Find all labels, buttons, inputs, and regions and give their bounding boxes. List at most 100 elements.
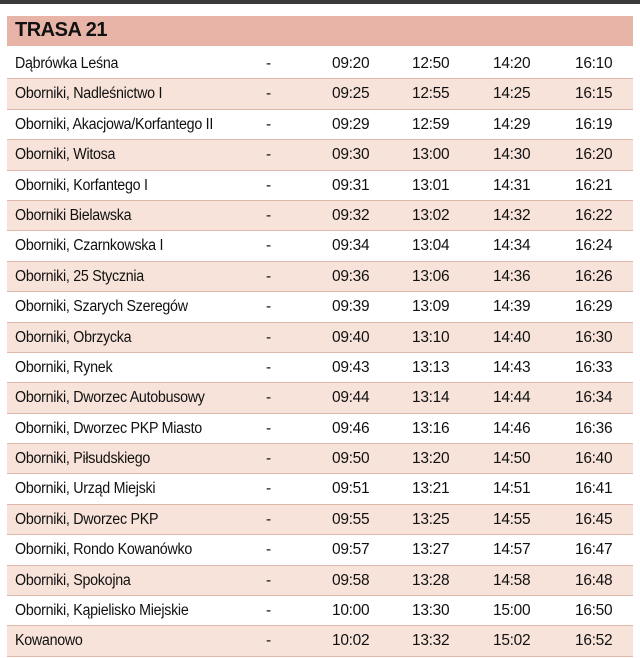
departure-time: 14:51: [493, 480, 531, 498]
departure-time: 15:02: [493, 632, 531, 650]
dash-cell: -: [266, 510, 271, 528]
stop-name: Oborniki, Akacjowa/Korfantego II: [15, 115, 214, 133]
departure-time: 09:40: [332, 328, 370, 346]
departure-time: 16:29: [575, 298, 613, 316]
departure-time: 14:32: [493, 206, 531, 224]
dash-cell: -: [266, 571, 271, 589]
stop-name: Oborniki, Dworzec PKP: [15, 510, 159, 528]
departure-time: 16:20: [575, 146, 613, 164]
departure-time: 12:55: [412, 85, 450, 103]
departure-time: 09:46: [332, 419, 370, 437]
dash-cell: -: [266, 206, 271, 224]
departure-time: 14:30: [493, 146, 531, 164]
departure-time: 13:04: [412, 237, 450, 255]
route-header: TRASA 21: [7, 16, 633, 46]
table-row: Oborniki, Dworzec PKP - 09:55 13:25 14:5…: [7, 504, 633, 536]
departure-time: 14:29: [493, 115, 531, 133]
departure-time: 12:59: [412, 115, 450, 133]
departure-time: 16:52: [575, 632, 613, 650]
departure-time: 13:06: [412, 267, 450, 285]
table-row: Oborniki, Szarych Szeregów - 09:39 13:09…: [7, 292, 633, 323]
departure-time: 13:30: [412, 602, 450, 620]
dash-cell: -: [266, 85, 271, 103]
departure-time: 13:21: [412, 480, 450, 498]
dash-cell: -: [266, 267, 271, 285]
dash-cell: -: [266, 328, 271, 346]
departure-time: 13:01: [412, 176, 450, 194]
departure-time: 09:43: [332, 358, 370, 376]
departure-time: 16:40: [575, 450, 613, 468]
departure-time: 13:32: [412, 632, 450, 650]
departure-time: 09:55: [332, 510, 370, 528]
table-row: Oborniki, Kąpielisko Miejskie - 10:00 13…: [7, 596, 633, 627]
stop-name: Oborniki, Piłsudskiego: [15, 450, 151, 468]
stop-name: Oborniki, Korfantego I: [15, 176, 148, 194]
stop-name: Dąbrówka Leśna: [15, 55, 119, 72]
departure-time: 16:21: [575, 176, 613, 194]
departure-time: 13:28: [412, 571, 450, 589]
departure-time: 15:00: [493, 602, 531, 620]
departure-time: 10:02: [332, 632, 370, 650]
departure-time: 16:50: [575, 602, 613, 620]
departure-time: 14:25: [493, 85, 531, 103]
dash-cell: -: [266, 358, 271, 376]
departure-time: 09:29: [332, 115, 370, 133]
dash-cell: -: [266, 389, 271, 407]
table-row: Oborniki, Nadleśnictwo I - 09:25 12:55 1…: [7, 79, 633, 110]
departure-time: 14:58: [493, 571, 531, 589]
stop-name: Oborniki, 25 Stycznia: [15, 267, 144, 285]
table-row: Oborniki, Dworzec PKP Miasto - 09:46 13:…: [7, 414, 633, 445]
departure-time: 09:50: [332, 450, 370, 468]
departure-time: 16:45: [575, 510, 613, 528]
departure-time: 16:22: [575, 206, 613, 224]
departure-time: 13:27: [412, 541, 450, 559]
table-row: Oborniki, Dworzec Autobusowy - 09:44 13:…: [7, 383, 633, 414]
departure-time: 13:25: [412, 510, 450, 528]
departure-time: 16:36: [575, 419, 613, 437]
departure-time: 13:09: [412, 298, 450, 316]
table-row: Oborniki, Akacjowa/Korfantego II - 09:29…: [7, 110, 633, 141]
stop-name: Oborniki, Rynek: [15, 358, 113, 376]
departure-time: 14:57: [493, 541, 531, 559]
stop-name: Oborniki, Obrzycka: [15, 328, 132, 346]
departure-time: 14:40: [493, 328, 531, 346]
table-row: Dąbrówka Leśna - 09:20 12:50 14:20 16:10: [7, 49, 633, 80]
departure-time: 16:10: [575, 55, 613, 72]
stop-name: Oborniki, Witosa: [15, 146, 116, 164]
dash-cell: -: [266, 541, 271, 559]
dash-cell: -: [266, 450, 271, 468]
departure-time: 09:20: [332, 55, 370, 72]
departure-time: 13:20: [412, 450, 450, 468]
table-row: Oborniki, Obrzycka - 09:40 13:10 14:40 1…: [7, 322, 633, 353]
top-border: [0, 0, 640, 4]
table-row: Oborniki, Rynek - 09:43 13:13 14:43 16:3…: [7, 353, 633, 384]
dash-cell: -: [266, 602, 271, 620]
departure-time: 13:14: [412, 389, 450, 407]
departure-time: 09:39: [332, 298, 370, 316]
departure-time: 16:48: [575, 571, 613, 589]
departure-time: 09:36: [332, 267, 370, 285]
departure-time: 09:51: [332, 480, 370, 498]
stop-name: Oborniki, Dworzec Autobusowy: [15, 389, 205, 407]
departure-time: 09:25: [332, 85, 370, 103]
departure-time: 14:36: [493, 267, 531, 285]
departure-time: 14:20: [493, 55, 531, 72]
departure-time: 12:50: [412, 55, 450, 72]
table-row: Oborniki, Piłsudskiego - 09:50 13:20 14:…: [7, 444, 633, 475]
stop-name: Oborniki Bielawska: [15, 206, 132, 224]
dash-cell: -: [266, 237, 271, 255]
stop-name: Oborniki, Rondo Kowanówko: [15, 541, 192, 559]
departure-time: 14:44: [493, 389, 531, 407]
departure-time: 16:47: [575, 541, 613, 559]
departure-time: 09:57: [332, 541, 370, 559]
departure-time: 13:16: [412, 419, 450, 437]
departure-time: 14:43: [493, 358, 531, 376]
dash-cell: -: [266, 480, 271, 498]
dash-cell: -: [266, 55, 271, 72]
dash-cell: -: [266, 632, 271, 650]
departure-time: 14:46: [493, 419, 531, 437]
departure-time: 09:32: [332, 206, 370, 224]
departure-time: 09:58: [332, 571, 370, 589]
departure-time: 10:00: [332, 602, 370, 620]
stop-name: Kowanowo: [15, 632, 83, 650]
